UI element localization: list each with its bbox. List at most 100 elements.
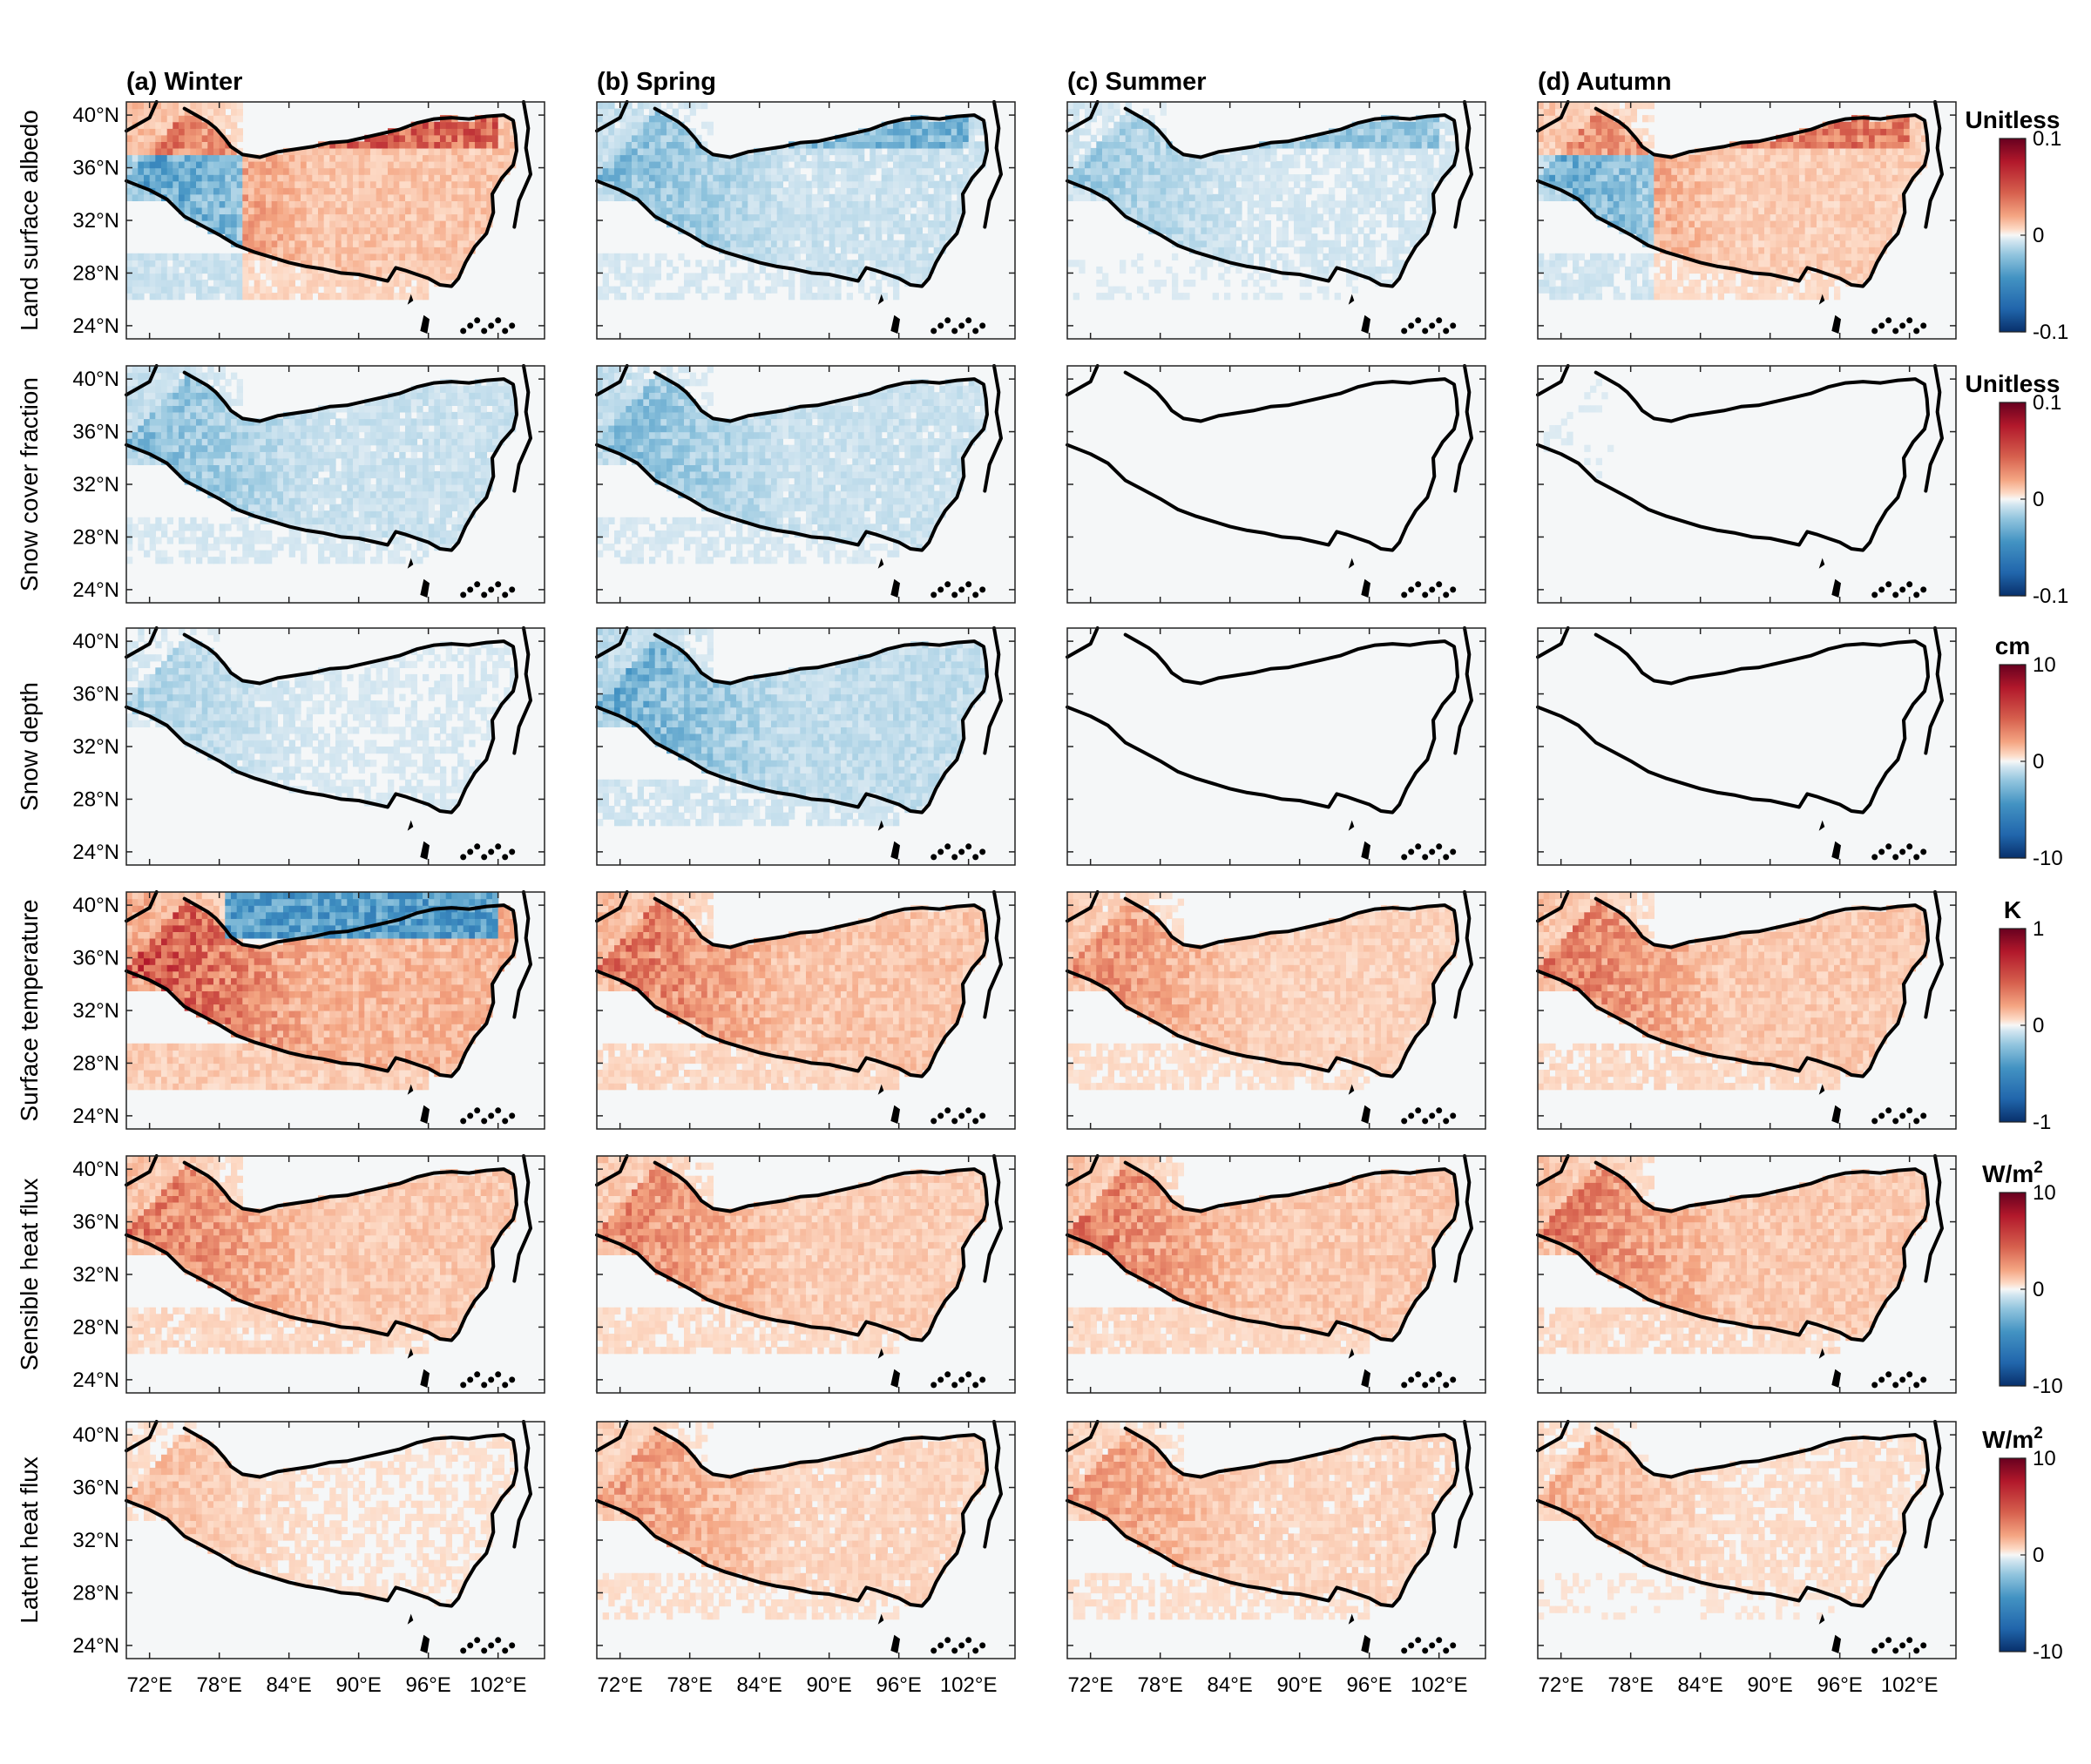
- anomaly-cell: [1573, 128, 1580, 136]
- anomaly-cell: [1334, 174, 1341, 182]
- anomaly-cell: [283, 193, 290, 201]
- anomaly-cell: [323, 273, 330, 280]
- anomaly-cell: [184, 174, 191, 182]
- anomaly-cell: [968, 141, 975, 149]
- anomaly-cell: [277, 154, 284, 162]
- anomaly-cell: [393, 213, 400, 221]
- anomaly-cell: [144, 128, 151, 136]
- anomaly-cell: [1665, 286, 1672, 294]
- anomaly-cell: [1346, 193, 1353, 201]
- anomaly-cell: [1085, 141, 1092, 149]
- anomaly-cell: [138, 108, 145, 116]
- anomaly-cell: [1113, 134, 1120, 142]
- anomaly-cell: [597, 154, 604, 162]
- anomaly-cell: [724, 220, 731, 228]
- anomaly-cell: [759, 187, 766, 195]
- anomaly-cell: [1404, 226, 1411, 234]
- anomaly-cell: [800, 273, 807, 280]
- anomaly-cell: [852, 134, 859, 142]
- anomaly-cell: [1717, 167, 1724, 175]
- anomaly-cell: [410, 220, 417, 228]
- anomaly-cell: [1288, 193, 1295, 201]
- anomaly-cell: [393, 253, 400, 260]
- anomaly-cell: [649, 273, 656, 280]
- anomaly-cell: [138, 167, 145, 175]
- anomaly-cell: [294, 213, 301, 221]
- anomaly-cell: [405, 161, 412, 169]
- anomaly-cell: [266, 233, 273, 241]
- anomaly-cell: [190, 286, 197, 294]
- anomaly-cell: [800, 233, 807, 241]
- anomaly-cell: [1642, 115, 1649, 123]
- anomaly-cell: [1067, 161, 1074, 169]
- anomaly-cell: [1758, 253, 1765, 260]
- anomaly-cell: [231, 115, 238, 123]
- anomaly-cell: [1729, 260, 1736, 267]
- anomaly-cell: [1253, 280, 1260, 287]
- anomaly-cell: [1340, 141, 1347, 149]
- anomaly-cell: [1625, 213, 1632, 221]
- anomaly-cell: [707, 161, 714, 169]
- anomaly-cell: [155, 193, 162, 201]
- anomaly-cell: [765, 240, 772, 247]
- anomaly-cell: [1148, 206, 1155, 215]
- anomaly-cell: [1085, 102, 1092, 110]
- anomaly-cell: [695, 260, 702, 267]
- anomaly-cell: [1398, 200, 1405, 208]
- anomaly-cell: [423, 220, 430, 228]
- anomaly-cell: [1276, 193, 1283, 201]
- anomaly-cell: [1323, 286, 1330, 294]
- anomaly-cell: [1288, 187, 1295, 195]
- anomaly-cell: [1229, 200, 1236, 208]
- anomaly-cell: [632, 174, 639, 182]
- anomaly-cell: [730, 180, 737, 188]
- anomaly-cell: [776, 161, 783, 169]
- anomaly-cell: [1113, 161, 1120, 169]
- anomaly-cell: [1642, 167, 1649, 175]
- anomaly-cell: [811, 174, 818, 182]
- anomaly-cell: [1107, 115, 1114, 123]
- anomaly-cell: [951, 128, 958, 136]
- lake-dot: [930, 328, 937, 335]
- anomaly-cell: [788, 247, 795, 254]
- anomaly-cell: [1194, 174, 1201, 182]
- anomaly-cell: [475, 193, 482, 201]
- anomaly-cell: [1224, 154, 1231, 162]
- anomaly-cell: [1578, 167, 1585, 175]
- anomaly-cell: [480, 134, 487, 142]
- anomaly-cell: [1299, 253, 1306, 260]
- anomaly-cell: [248, 174, 255, 182]
- anomaly-cell: [207, 134, 214, 142]
- lake-shape: [877, 294, 884, 305]
- anomaly-cell: [329, 226, 336, 234]
- anomaly-cell: [858, 161, 865, 169]
- anomaly-cell: [271, 167, 278, 175]
- anomaly-cell: [271, 233, 278, 241]
- anomaly-cell: [724, 213, 731, 221]
- anomaly-cell: [306, 174, 313, 182]
- anomaly-cell: [1090, 180, 1097, 188]
- anomaly-cell: [399, 134, 406, 142]
- anomaly-cell: [1398, 128, 1405, 136]
- anomaly-cell: [1677, 280, 1684, 287]
- anomaly-cell: [388, 161, 395, 169]
- anomaly-cell: [1316, 134, 1323, 142]
- anomaly-cell: [347, 167, 354, 175]
- anomaly-cell: [1073, 187, 1079, 195]
- anomaly-cell: [771, 233, 778, 241]
- anomaly-cell: [318, 187, 325, 195]
- anomaly-cell: [928, 240, 935, 247]
- anomaly-cell: [916, 280, 923, 287]
- anomaly-cell: [184, 180, 191, 188]
- anomaly-cell: [451, 193, 458, 201]
- anomaly-cell: [288, 206, 295, 215]
- anomaly-cell: [1340, 220, 1347, 228]
- anomaly-cell: [1776, 293, 1783, 301]
- anomaly-cell: [428, 240, 435, 247]
- anomaly-cell: [1595, 293, 1602, 301]
- anomaly-cell: [1578, 121, 1585, 129]
- anomaly-cell: [841, 154, 848, 162]
- anomaly-cell: [1398, 134, 1405, 142]
- anomaly-cell: [898, 253, 905, 260]
- anomaly-cell: [771, 247, 778, 254]
